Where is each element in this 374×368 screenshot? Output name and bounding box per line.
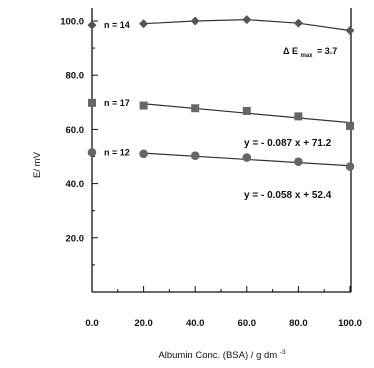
delta-e-label: Δ E [283, 46, 298, 56]
series-1-point [190, 16, 200, 26]
series-2-point [242, 106, 251, 115]
delta-e-value: = 3.7 [317, 46, 337, 56]
x-tick-label: 80.0 [289, 318, 308, 329]
series-2-point [191, 104, 200, 113]
x-tick-label: 60.0 [238, 318, 257, 329]
series-1-point [139, 19, 149, 29]
series-3-point [345, 162, 355, 171]
series-3-point [87, 148, 97, 157]
series-3-point [139, 149, 148, 159]
tick-labels: 20.0 40.0 60.0 80.0 100.0 0.0 20.0 40.0 60.0 80.0… [60, 17, 362, 330]
series-2-point [139, 101, 148, 110]
series-3-point [190, 151, 200, 160]
series-1-point [345, 25, 355, 35]
series-1-point [293, 18, 303, 28]
series-1-annotation: n = 14 [104, 20, 130, 30]
series-3-point [294, 157, 303, 166]
x-axis-label: Albumin Conc. (BSA) / g dm -3 [158, 349, 286, 361]
series-2-equation: y = - 0.087 x + 71.2 [244, 138, 332, 149]
x-tick-label: 100.0 [338, 318, 362, 329]
y-tick-label: 80.0 [66, 71, 85, 82]
data-points [87, 15, 355, 171]
series-1-point [87, 20, 97, 30]
series-2-point [346, 121, 354, 130]
x-tick-label: 20.0 [134, 318, 153, 329]
y-tick-label: 40.0 [66, 179, 85, 190]
x-axis-label-text: Albumin Conc. (BSA) / g dm [158, 350, 277, 361]
delta-e-subscript: max [301, 53, 314, 59]
delta-e-annotation: Δ E max = 3.7 [283, 46, 337, 59]
series-3-equation: y = - 0.058 x + 52.4 [244, 190, 332, 201]
y-axis-label: E/ mV [32, 151, 43, 178]
series-3-annotation: n = 12 [104, 147, 130, 157]
series-3-point [242, 153, 252, 162]
x-tick-label: 40.0 [186, 318, 205, 329]
series-2-point [294, 112, 303, 121]
series-2-annotation: n = 17 [104, 98, 130, 108]
y-tick-label: 60.0 [66, 125, 85, 136]
x-tick-label: 0.0 [85, 318, 98, 329]
annotations: n = 14 n = 17 n = 12 y = - 0.087 x + 71.… [104, 20, 337, 201]
y-tick-label: 20.0 [66, 233, 85, 244]
x-axis-label-superscript: -3 [280, 349, 286, 356]
series-1-point [242, 15, 252, 25]
series-2-point [88, 98, 96, 107]
y-tick-label: 100.0 [60, 17, 84, 28]
